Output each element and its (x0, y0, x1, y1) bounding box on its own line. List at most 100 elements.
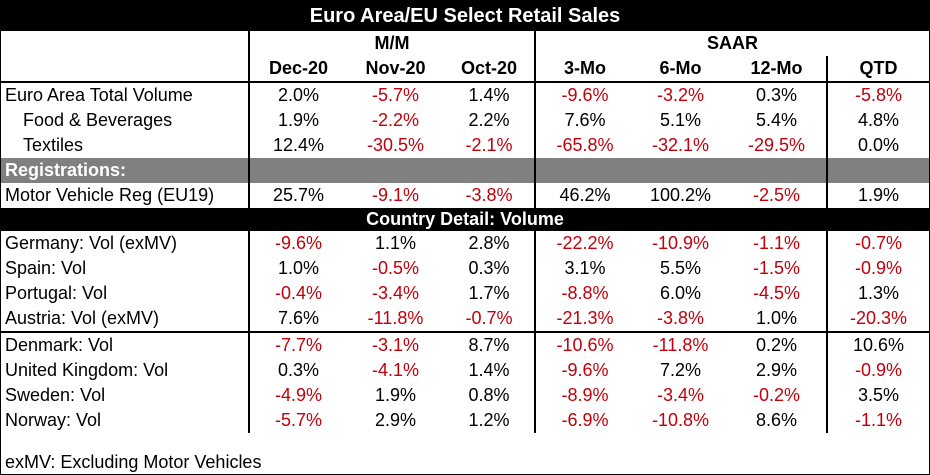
value-cell: -0.5% (371, 258, 420, 278)
value-cell: -29.5% (747, 135, 806, 155)
value-cell: 5.4% (755, 110, 798, 130)
value-cell: -6.9% (534, 408, 634, 433)
value-cell: -32.1% (651, 135, 710, 155)
value-cell: 4.8% (825, 108, 930, 133)
table-row: Sweden: Vol -4.9% 1.9% 0.8% -8.9% -3.4% -0.2% 3… (1, 383, 930, 408)
value-cell: -0.9% (825, 358, 930, 383)
value-cell: 1.9% (248, 108, 347, 133)
value-cell: -3.4% (371, 283, 420, 303)
table-row: United Kingdom: Vol 0.3% -4.1% 1.4% -9.6% 7.2… (1, 358, 930, 383)
value-cell: 1.7% (468, 283, 510, 303)
table-row: Norway: Vol -5.7% 2.9% 1.2% -6.9% -10.8% 8.6% -… (1, 408, 930, 433)
value-cell: -22.2% (534, 231, 634, 256)
value-cell: 2.9% (374, 410, 417, 430)
row-label: Norway: Vol (5, 410, 102, 430)
section-filler (534, 158, 827, 183)
row-label: Textiles (23, 135, 84, 155)
section-filler (248, 158, 535, 183)
value-cell: 1.0% (755, 308, 798, 328)
row-label: Food & Beverages (23, 110, 173, 130)
value-cell: -65.8% (534, 133, 634, 158)
value-cell: 46.2% (534, 183, 634, 208)
value-cell: -3.8% (465, 185, 513, 205)
value-cell: -11.8% (367, 308, 424, 328)
value-cell: 1.9% (825, 183, 930, 208)
value-cell: 0.0% (825, 133, 930, 158)
value-cell: -0.4% (248, 281, 347, 306)
value-cell: -0.2% (752, 385, 801, 405)
value-cell: 25.7% (248, 183, 347, 208)
row-label: Portugal: Vol (5, 283, 108, 303)
value-cell: 7.6% (534, 108, 634, 133)
table-row: Germany: Vol (exMV) -9.6% 1.1% 2.8% -22.2% -1… (1, 231, 930, 256)
header-blank (1, 31, 249, 56)
value-cell: 2.9% (755, 360, 798, 380)
value-cell: 1.4% (468, 360, 510, 380)
row-label: Germany: Vol (exMV) (5, 233, 178, 253)
column-header: QTD (825, 56, 930, 83)
mm-group-header: M/M (248, 31, 535, 56)
value-cell: -1.1% (825, 408, 930, 433)
table-row: Food & Beverages 1.9% -2.2% 2.2% 7.6% 5.1% 5.4… (1, 108, 930, 133)
title-row: Euro Area/EU Select Retail Sales (1, 1, 930, 31)
value-cell: -9.1% (371, 185, 420, 205)
table-row: Motor Vehicle Reg (EU19) 25.7% -9.1% -3.8% 4… (1, 183, 930, 208)
value-cell: -3.2% (656, 85, 705, 105)
table-row: Spain: Vol 1.0% -0.5% 0.3% 3.1% 5.5% -1.5% -0.9… (1, 256, 930, 281)
value-cell: 1.1% (374, 233, 417, 253)
country-detail-section-label: Country Detail: Volume (1, 208, 930, 231)
value-cell: -10.8% (651, 410, 710, 430)
value-cell: 12.4% (248, 133, 347, 158)
registrations-section-row: Registrations: (1, 158, 930, 183)
value-cell: 1.4% (468, 85, 510, 105)
row-label: Denmark: Vol (1, 331, 249, 358)
value-cell: -20.3% (825, 306, 930, 332)
saar-group-header: SAAR (533, 31, 930, 56)
header-columns-row: Dec-20 Nov-20 Oct-20 3-Mo 6-Mo 12-Mo QTD (1, 56, 930, 83)
value-cell: 6.0% (659, 283, 702, 303)
row-label: United Kingdom: Vol (5, 360, 169, 380)
row-label: Austria: Vol (exMV) (5, 308, 160, 328)
value-cell: 8.6% (755, 410, 798, 430)
table-title: Euro Area/EU Select Retail Sales (1, 1, 930, 31)
retail-sales-table: Euro Area/EU Select Retail Sales M/M SAA… (1, 1, 930, 433)
value-cell: -10.9% (651, 233, 710, 253)
value-cell: -7.7% (248, 331, 347, 358)
value-cell: 2.8% (468, 233, 510, 253)
value-cell: 0.3% (248, 358, 347, 383)
value-cell: -4.5% (752, 283, 801, 303)
value-cell: -10.6% (534, 331, 634, 358)
table-row: Euro Area Total Volume 2.0% -5.7% 1.4% -9.6%… (1, 82, 930, 108)
value-cell: 2.0% (248, 82, 347, 108)
value-cell: 1.9% (374, 385, 417, 405)
value-cell: 7.2% (659, 360, 702, 380)
value-cell: -5.7% (248, 408, 347, 433)
row-label: Motor Vehicle Reg (EU19) (5, 185, 215, 205)
value-cell: -3.8% (656, 308, 705, 328)
value-cell: 5.5% (659, 258, 702, 278)
value-cell: -8.8% (534, 281, 634, 306)
registrations-section-label: Registrations: (1, 158, 249, 183)
value-cell: -11.8% (634, 331, 727, 358)
table-row: Textiles 12.4% -30.5% -2.1% -65.8% -32.1% -29.… (1, 133, 930, 158)
value-cell: 0.3% (468, 258, 510, 278)
header-blank (1, 56, 249, 83)
value-cell: 1.0% (248, 256, 347, 281)
value-cell: -5.7% (371, 85, 420, 105)
table-row: Portugal: Vol -0.4% -3.4% 1.7% -8.8% 6.0% -4.5… (1, 281, 930, 306)
value-cell: -1.1% (752, 233, 801, 253)
value-cell: -9.6% (248, 231, 347, 256)
country-detail-section-row: Country Detail: Volume (1, 208, 930, 231)
table-row: Austria: Vol (exMV) 7.6% -11.8% -0.7% -21.3%… (1, 306, 930, 332)
table-row: Denmark: Vol -7.7% -3.1% 8.7% -10.6% -11.8% 0.… (1, 331, 930, 358)
value-cell: 8.7% (444, 331, 535, 358)
footnote: exMV: Excluding Motor Vehicles (5, 452, 262, 472)
value-cell: 1.2% (468, 410, 510, 430)
value-cell: -0.7% (825, 231, 930, 256)
value-cell: -9.6% (534, 358, 634, 383)
value-cell: 3.1% (534, 256, 634, 281)
column-header: Oct-20 (444, 56, 535, 83)
value-cell: -9.6% (534, 82, 634, 108)
value-cell: 0.8% (468, 385, 510, 405)
